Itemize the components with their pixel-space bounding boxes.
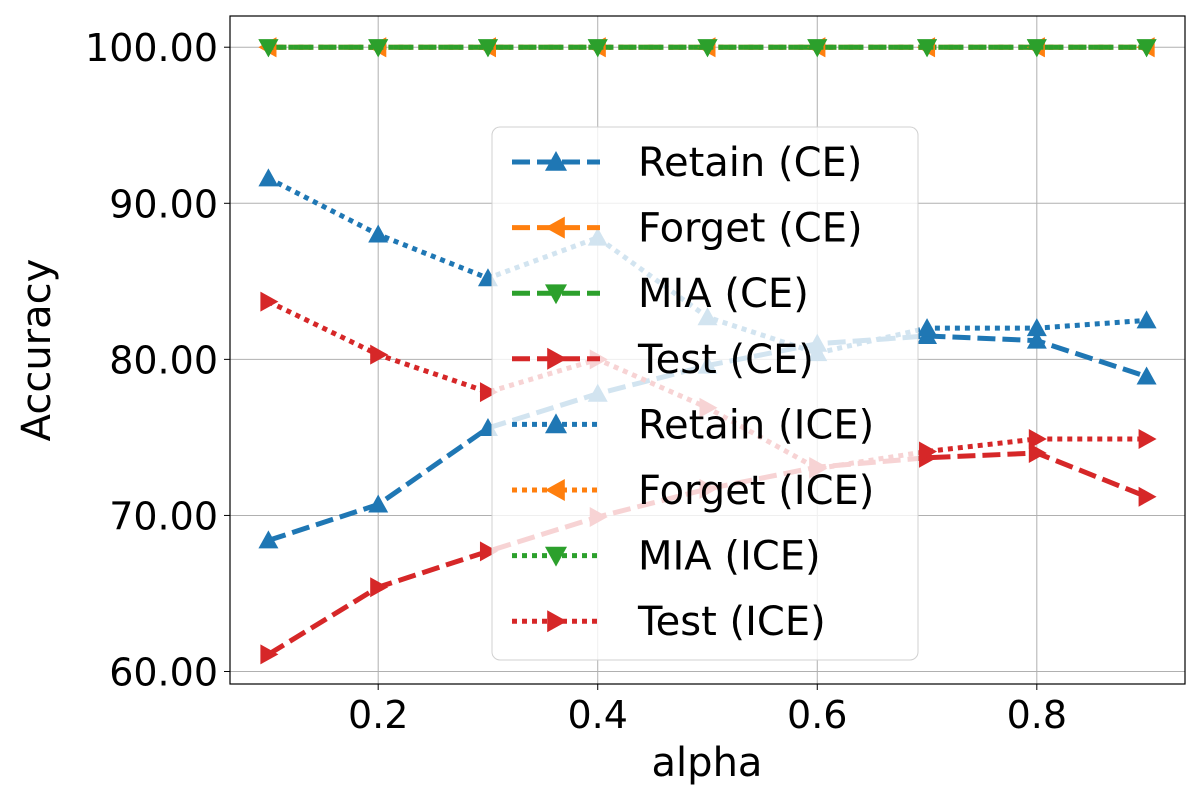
y-axis-ticks: 60.00 70.00 80.00 90.00 100.00: [85, 26, 230, 695]
plot-frame: [229, 15, 1186, 685]
legend: Retain (CE) Forget (CE) MIA (CE) Test (CE) R…: [491, 126, 919, 661]
data-point-marker: [919, 441, 938, 462]
data-point-marker: [479, 382, 498, 403]
legend-item: Forget (ICE): [512, 468, 874, 514]
y-tick-label: 60.00: [109, 651, 218, 695]
legend-marker-swatch: [545, 479, 565, 501]
data-point-marker: [1136, 39, 1157, 58]
data-point-marker: [697, 39, 718, 58]
data-point-marker: [260, 644, 279, 665]
legend-item: Test (ICE): [512, 599, 826, 645]
data-point-marker: [370, 344, 389, 365]
legend-marker-swatch: [545, 413, 567, 434]
y-tick-label: 70.00: [109, 494, 218, 538]
data-point-marker: [1136, 310, 1157, 329]
data-point-marker: [587, 39, 608, 58]
data-point-marker: [1026, 330, 1047, 349]
legend-label: Retain (CE): [638, 140, 862, 186]
data-point-marker: [370, 577, 389, 598]
legend-item: MIA (CE): [512, 271, 809, 317]
legend-marker-swatch: [545, 546, 567, 567]
legend-box: [491, 126, 919, 661]
data-point-marker: [368, 39, 389, 58]
y-tick-label: 80.00: [109, 338, 218, 382]
data-point-marker: [477, 39, 498, 58]
legend-marker-swatch: [547, 347, 567, 370]
data-point-marker: [917, 318, 938, 337]
data-point-marker: [807, 39, 828, 58]
data-point-marker: [917, 39, 938, 58]
legend-item: Retain (ICE): [512, 402, 874, 448]
data-point-marker: [258, 530, 279, 549]
data-point-marker: [368, 494, 389, 513]
data-point-marker: [479, 541, 498, 562]
series-line: [267, 450, 1148, 657]
legend-marker-swatch: [545, 151, 567, 171]
x-tick-label: 0.4: [568, 693, 628, 737]
legend-label: Retain (ICE): [638, 402, 874, 448]
legend-marker-swatch: [545, 284, 567, 305]
legend-marker-swatch: [545, 216, 565, 239]
legend-label: Test (CE): [637, 337, 814, 383]
legend-label: Forget (ICE): [638, 468, 874, 514]
x-axis-ticks: 0.2 0.4 0.6 0.8: [348, 684, 1067, 737]
legend-label: MIA (ICE): [638, 534, 821, 580]
data-point-marker: [258, 39, 279, 58]
legend-marker-swatch: [547, 610, 567, 633]
x-axis-label: alpha: [652, 740, 763, 786]
data-point-marker: [1026, 318, 1047, 337]
legend-item: Forget (CE): [512, 206, 863, 252]
legend-item: Test (CE): [512, 337, 814, 383]
data-point-marker: [1026, 39, 1047, 58]
data-point-marker: [1028, 443, 1047, 464]
data-point-marker: [1028, 428, 1047, 449]
legend-item: MIA (ICE): [512, 534, 821, 580]
data-point-marker: [368, 224, 389, 243]
x-tick-label: 0.6: [787, 693, 847, 737]
y-axis-label: Accuracy: [14, 259, 60, 442]
series-mia-ice: [258, 39, 1157, 58]
legend-label: Test (ICE): [637, 599, 826, 645]
y-tick-label: 100.00: [85, 26, 218, 70]
legend-item: Retain (CE): [512, 140, 862, 186]
y-tick-label: 90.00: [109, 182, 218, 226]
x-tick-label: 0.2: [348, 693, 408, 737]
data-point-marker: [1138, 486, 1157, 507]
legend-label: MIA (CE): [638, 271, 809, 317]
data-point-marker: [1138, 428, 1157, 449]
x-tick-label: 0.8: [1007, 693, 1067, 737]
legend-label: Forget (CE): [638, 206, 863, 252]
data-point-marker: [258, 168, 279, 187]
data-point-marker: [1136, 366, 1157, 385]
data-point-marker: [260, 291, 279, 312]
